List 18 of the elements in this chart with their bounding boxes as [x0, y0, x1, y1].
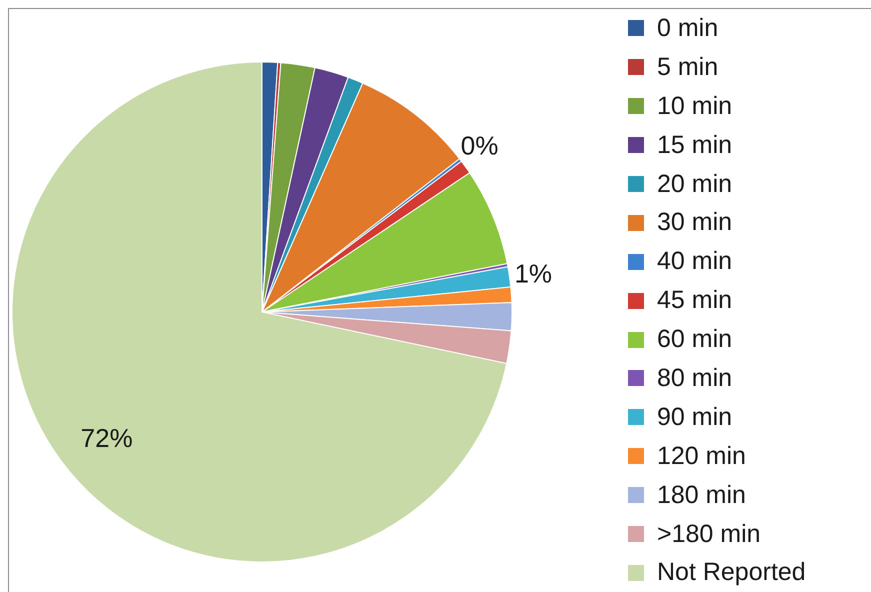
legend-label: 45 min	[657, 286, 732, 316]
legend-label: 15 min	[657, 130, 732, 160]
legend-label: Not Reported	[657, 558, 806, 588]
data-label: 72%	[80, 423, 133, 454]
legend-label: 90 min	[657, 402, 732, 432]
legend-label: 120 min	[657, 442, 746, 471]
legend-label: 20 min	[657, 170, 732, 198]
data-label: 1%	[514, 258, 552, 288]
data-label: 0%	[460, 130, 498, 160]
legend-label: 10 min	[657, 92, 732, 121]
legend-label: 5 min	[657, 52, 718, 82]
legend-label: 40 min	[657, 247, 732, 276]
legend-label: 80 min	[657, 364, 732, 393]
legend-label: 60 min	[657, 325, 732, 354]
legend-label: 30 min	[657, 208, 732, 238]
legend-label: 0 min	[657, 14, 718, 43]
legend-label: 180 min	[657, 480, 746, 510]
legend-label: >180 min	[657, 520, 761, 549]
